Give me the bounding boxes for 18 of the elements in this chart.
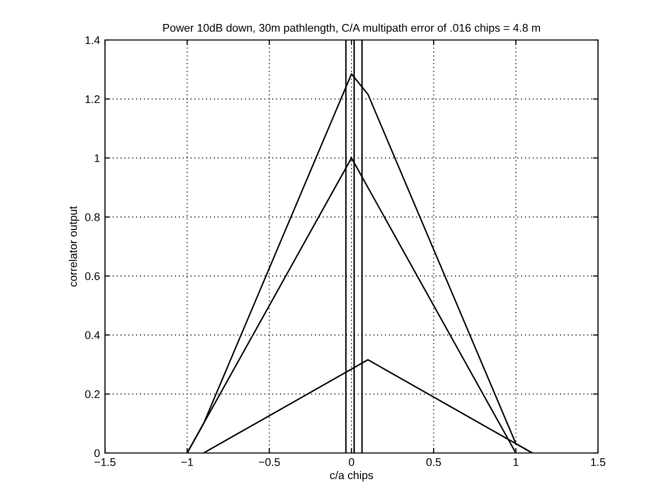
x-tick-label: 0 — [348, 458, 354, 466]
y-tick-label: 0.8 — [85, 213, 100, 222]
chart-title: Power 10dB down, 30m pathlength, C/A multipath error of .016 chips = 4.8 m — [163, 24, 540, 34]
y-tick-label: 1.2 — [86, 95, 100, 104]
y-axis-title: correlator output — [68, 206, 80, 286]
x-tick-label: 1 — [514, 458, 518, 466]
y-tick-label: 0.6 — [85, 272, 100, 280]
y-tick-label: 0 — [94, 449, 100, 458]
y-tick-label: 0.2 — [85, 390, 100, 398]
x-tick-label: −1 — [181, 458, 193, 466]
y-tick-label: 1.4 — [86, 36, 100, 44]
x-tick-label: −1.5 — [94, 458, 116, 466]
y-tick-label: 0.4 — [85, 331, 100, 340]
y-tick-label: 1 — [94, 154, 100, 162]
x-axis-title: c/a chips — [330, 470, 374, 482]
x-tick-label: 0.5 — [426, 458, 441, 466]
x-tick-label: 1.5 — [591, 458, 606, 466]
x-tick-label: −0.5 — [258, 458, 280, 466]
